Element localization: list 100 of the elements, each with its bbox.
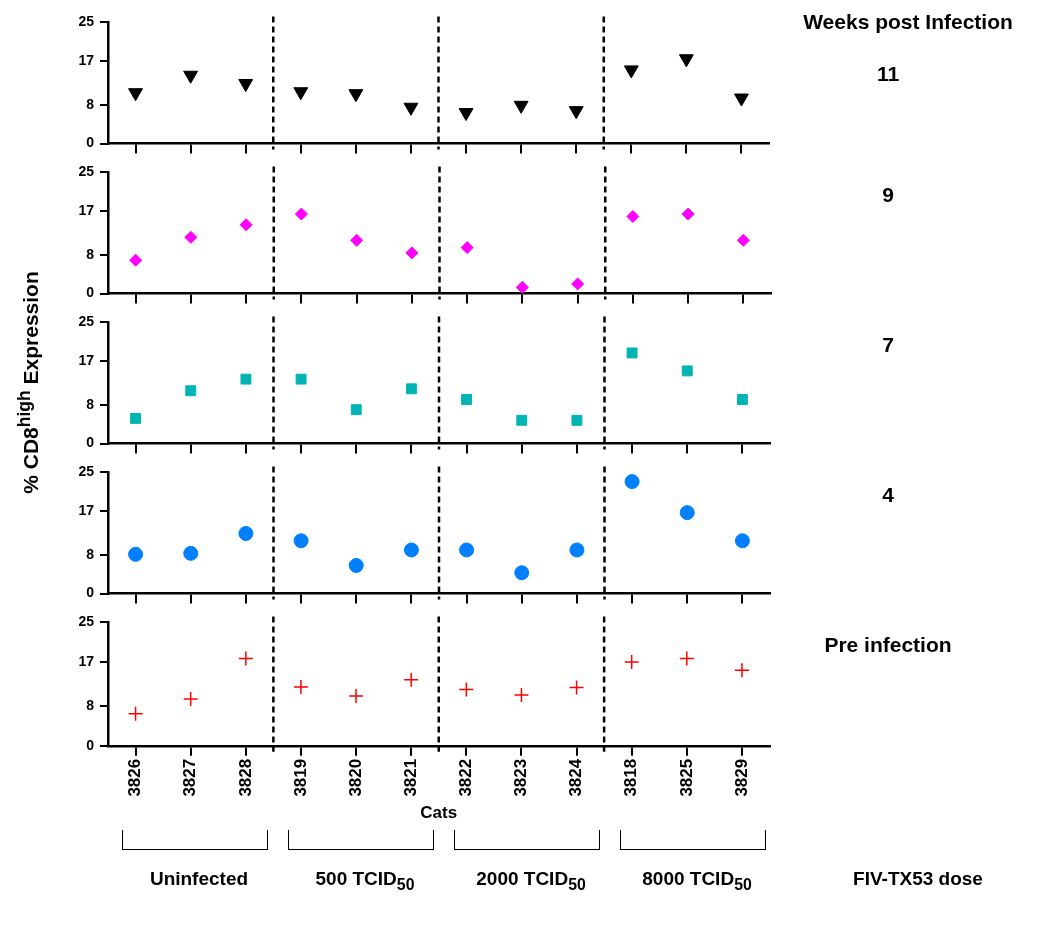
point [350,404,362,416]
point [678,54,694,68]
y-tick-label: 17 [78,352,95,369]
point [293,533,309,549]
x-tick-label: 3823 [511,758,531,797]
y-tick-label: 8 [86,245,95,262]
point [568,106,584,120]
y-tick-label: 17 [78,52,95,69]
x-tick-label: 3828 [235,758,255,797]
point [405,383,417,395]
point [185,385,197,397]
text: 9 [881,183,895,207]
point [295,373,307,385]
point [459,542,475,558]
point [514,565,530,581]
point [238,78,254,92]
x-tick-label: 3825 [676,758,696,797]
point [736,233,750,247]
point [239,218,253,232]
point [128,88,143,102]
y-tick-label: 25 [78,163,95,180]
point [403,671,419,688]
point [348,557,364,573]
text: Uninfected [148,868,250,890]
x-tick-label: 3819 [290,758,310,797]
point [734,93,749,107]
point [571,277,585,291]
y-tick-label: 0 [86,584,95,601]
point [130,412,142,424]
y-tick-label: 17 [78,502,95,519]
x-axis-title: Cats [420,803,458,823]
point [461,394,473,405]
text: 11 [875,62,901,86]
point [183,70,199,84]
point [679,650,695,667]
point [513,687,530,703]
point [403,542,419,558]
y-tick-label: 25 [78,613,95,630]
point [182,691,199,707]
point [294,207,308,221]
point [568,679,585,696]
point [350,233,364,247]
point [679,505,695,521]
y-tick-label: 0 [86,434,95,451]
x-tick-label: 3829 [731,758,751,797]
point [569,542,585,558]
point [515,280,529,294]
text: 500 TCID$_{50}$ [314,868,416,894]
point [128,546,144,562]
point [183,545,199,561]
point [127,705,144,722]
point [623,65,639,79]
text: FIV-TX53 dose [852,868,984,890]
point [734,533,750,549]
text: Pre infection [823,633,953,657]
point [458,681,475,698]
y-tick-label: 8 [86,545,95,562]
point [623,654,640,670]
y-tick-label: 0 [86,736,95,753]
point [736,394,748,405]
y-tick-label: 8 [86,697,95,714]
point [626,347,638,359]
text: 7 [881,333,895,357]
text: Weeks post Infection [802,10,1014,34]
y-tick-label: 8 [86,395,95,412]
point [403,102,419,116]
point [238,525,254,541]
x-tick-label: 3822 [456,758,475,797]
y-tick-label: 0 [86,134,95,151]
y-tick-label: 0 [86,284,95,301]
y-tick-label: 25 [78,313,95,330]
y-tick-label: 8 [86,95,95,112]
point [681,365,693,377]
point [626,210,640,224]
y-tick-label: 25 [78,463,95,480]
point [734,662,750,679]
text: 2000 TCID$_{50}$ [475,868,587,894]
point [460,241,474,255]
point [405,246,419,260]
point [293,87,309,101]
x-tick-label: 3820 [345,758,365,797]
x-tick-label: 3827 [180,758,200,797]
point [293,679,309,695]
x-tick-label: 3826 [125,758,145,797]
point [348,688,364,704]
point [681,207,695,221]
point [624,474,640,490]
point [571,414,583,426]
y-tick-label: 17 [78,202,95,219]
point [238,650,254,667]
y-tick-label: 17 [78,652,95,669]
point [458,108,474,122]
text: 8000 TCID$_{50}$ [641,868,753,894]
x-tick-label: 3821 [400,758,420,797]
x-tick-label: 3818 [621,758,641,797]
text: 4 [881,483,895,507]
y-tick-label: 25 [78,13,95,30]
point [516,414,528,426]
point [348,89,364,103]
point [129,253,143,267]
